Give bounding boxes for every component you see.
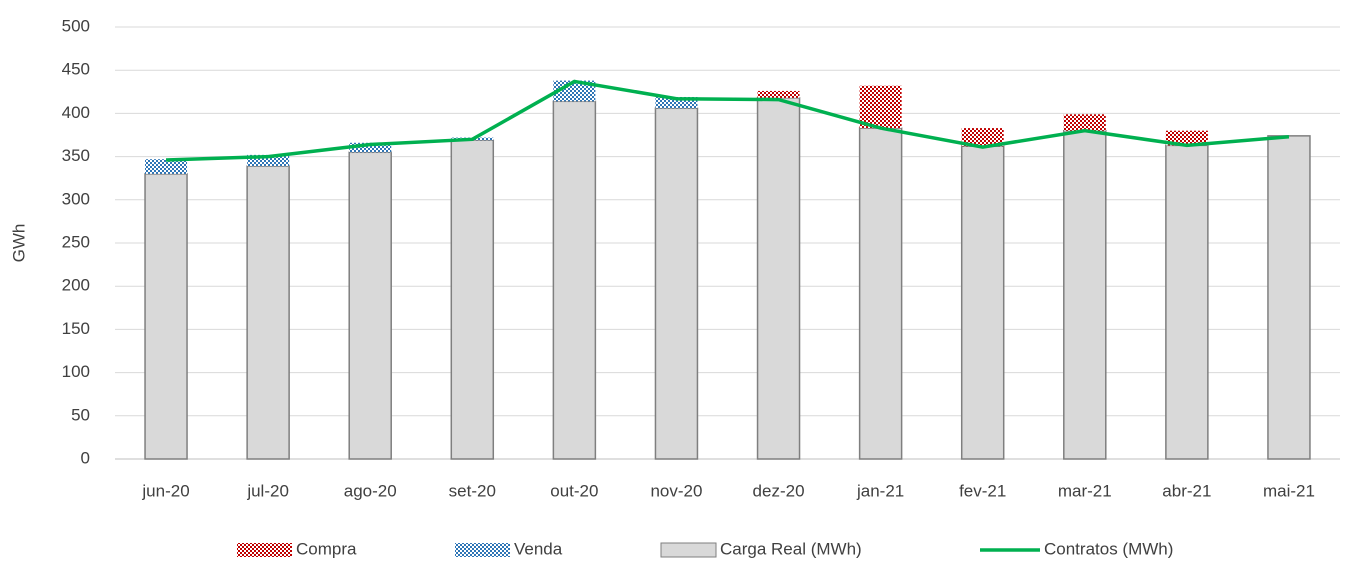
bar bbox=[247, 154, 290, 167]
bar bbox=[960, 145, 1005, 460]
legend-label: Carga Real (MWh) bbox=[720, 539, 862, 558]
bar bbox=[450, 139, 495, 460]
bar bbox=[1165, 130, 1208, 146]
x-tick-label: ago-20 bbox=[344, 481, 397, 500]
x-tick-label: mar-21 bbox=[1058, 481, 1112, 500]
legend-label: Venda bbox=[514, 539, 563, 558]
y-tick-label: 450 bbox=[62, 60, 90, 79]
y-tick-label: 150 bbox=[62, 319, 90, 338]
legend-swatch bbox=[237, 543, 292, 557]
bar bbox=[246, 165, 290, 460]
legend-label: Compra bbox=[296, 539, 357, 558]
bar bbox=[859, 85, 902, 129]
x-tick-label: out-20 bbox=[550, 481, 598, 500]
bar bbox=[1063, 129, 1107, 460]
y-tick-label: 350 bbox=[62, 146, 90, 165]
y-tick-label: 100 bbox=[62, 362, 90, 381]
y-tick-label: 0 bbox=[81, 448, 90, 467]
bar bbox=[1267, 135, 1311, 460]
bar bbox=[1165, 144, 1209, 460]
y-tick-label: 300 bbox=[62, 189, 90, 208]
y-tick-label: 250 bbox=[62, 232, 90, 251]
bar bbox=[961, 128, 1004, 147]
y-tick-label: 400 bbox=[62, 103, 90, 122]
x-tick-label: nov-20 bbox=[650, 481, 702, 500]
bar bbox=[552, 100, 597, 460]
x-tick-label: jul-20 bbox=[246, 481, 289, 500]
bar bbox=[349, 142, 392, 153]
y-tick-label: 50 bbox=[71, 405, 90, 424]
bar bbox=[1063, 114, 1106, 131]
y-tick-label: 200 bbox=[62, 276, 90, 295]
legend-label: Contratos (MWh) bbox=[1044, 539, 1173, 558]
bar bbox=[144, 173, 188, 460]
y-axis-label: GWh bbox=[9, 224, 28, 263]
bar bbox=[654, 107, 699, 460]
bar bbox=[756, 97, 801, 460]
x-tick-label: dez-20 bbox=[753, 481, 805, 500]
x-tick-label: fev-21 bbox=[959, 481, 1006, 500]
x-tick-label: mai-21 bbox=[1263, 481, 1315, 500]
bar bbox=[145, 159, 188, 174]
y-tick-label: 500 bbox=[62, 16, 90, 35]
legend-swatch bbox=[660, 542, 717, 558]
bar bbox=[655, 96, 698, 109]
bar bbox=[757, 90, 800, 98]
x-tick-label: jan-21 bbox=[856, 481, 904, 500]
x-tick-label: jun-20 bbox=[141, 481, 189, 500]
x-tick-label: abr-21 bbox=[1162, 481, 1211, 500]
x-tick-label: set-20 bbox=[449, 481, 496, 500]
line bbox=[165, 79, 1290, 162]
bar bbox=[858, 127, 903, 460]
legend-swatch bbox=[455, 543, 510, 557]
bar bbox=[348, 151, 392, 460]
